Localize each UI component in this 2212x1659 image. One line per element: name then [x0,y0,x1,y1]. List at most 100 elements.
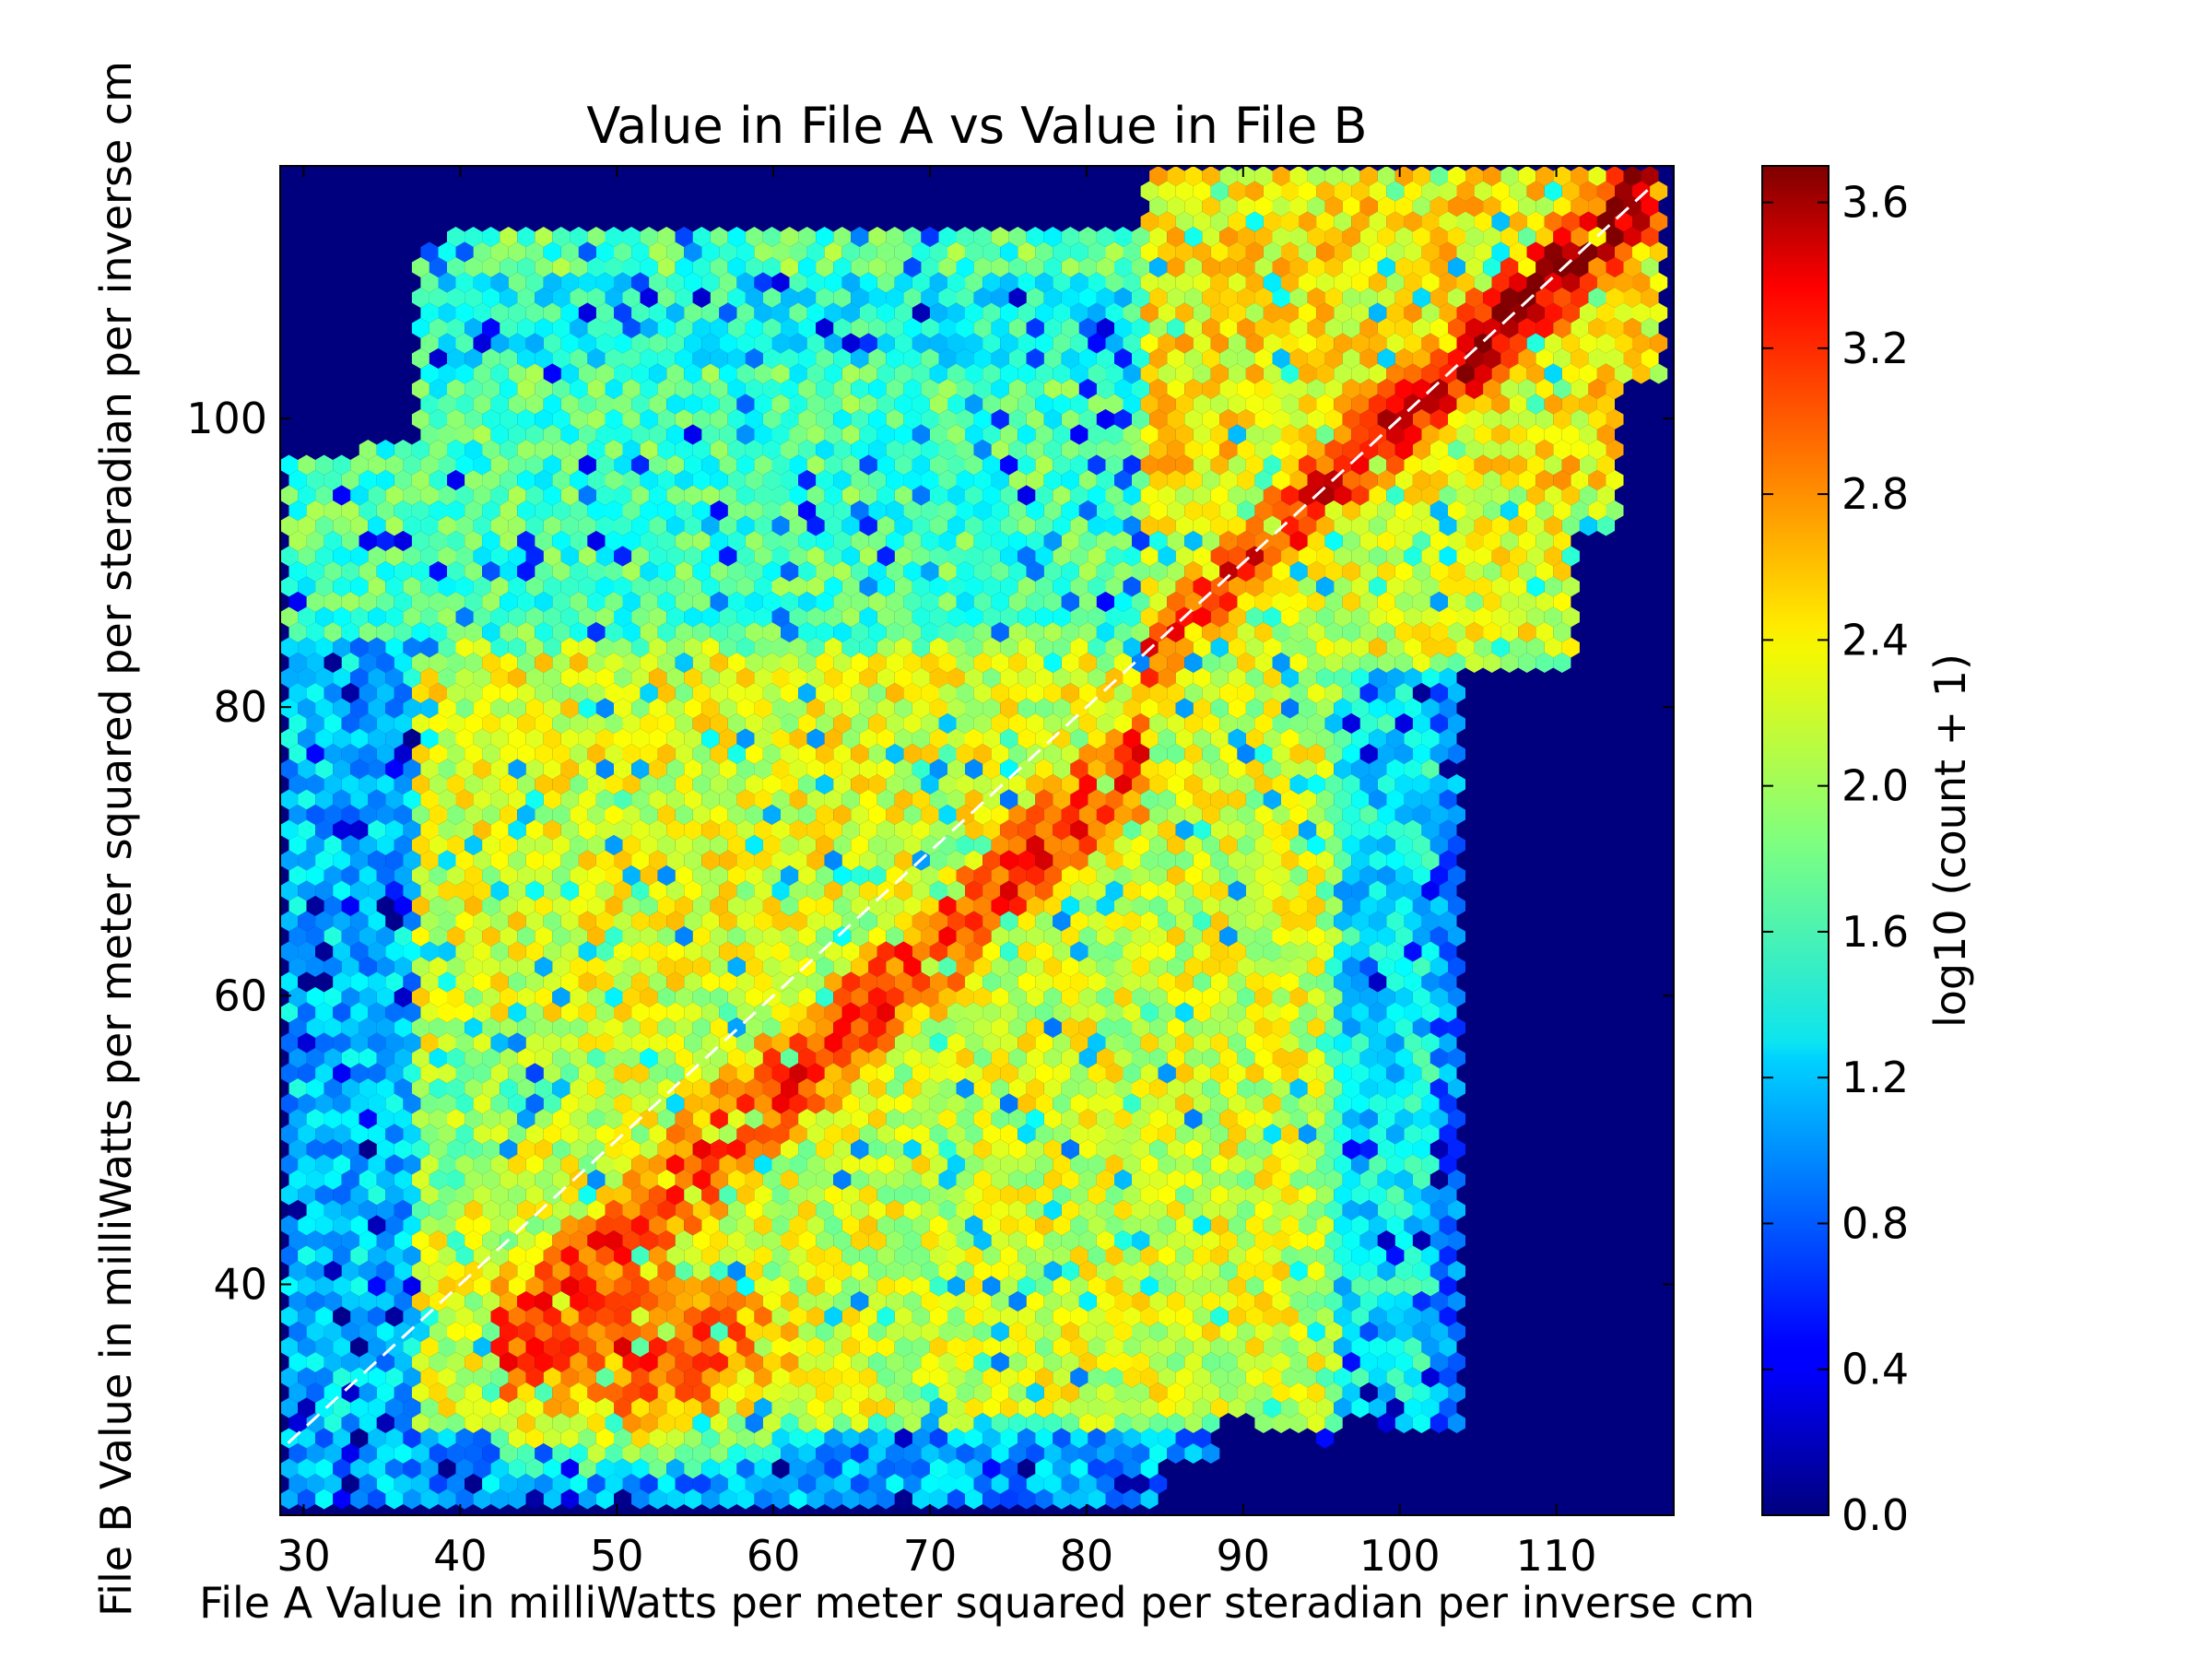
hexbin-cell [1193,485,1211,506]
hexbin-cell [956,653,974,673]
hexbin-cell [1061,409,1079,429]
hexbin-cell [710,318,728,338]
hexbin-cell [1412,713,1430,734]
hexbin-cell [490,515,509,536]
hexbin-cell [1412,257,1430,277]
hexbin-cell [956,561,974,582]
hexbin-cell [1351,637,1370,658]
hexbin-cell [631,272,650,293]
hexbin-cell [1439,394,1457,415]
hexbin-cell [1070,698,1088,719]
hexbin-cell [535,622,553,642]
hexbin-cell [1132,470,1150,490]
hexbin-cell [1535,470,1554,490]
hexbin-cell [1299,302,1317,324]
hexbin-cell [1263,211,1281,232]
hexbin-cell [1149,561,1168,582]
hexbin-cell [868,561,887,582]
hexbin-cell [921,683,939,703]
hexbin-cell [1114,683,1132,703]
hexbin-cell [1018,485,1036,506]
hexbin-cell [868,227,887,247]
hexbin-cell [508,515,526,536]
hexbin-cell [1281,515,1299,536]
hexbin-cell [1394,318,1413,338]
hexbin-cell [684,637,702,658]
hexbin-cell [1281,424,1299,445]
hexbin-cell [762,531,781,551]
hexbin-cell [1053,424,1071,445]
hexbin-cell [1254,622,1273,642]
hexbin-cell [1272,592,1290,612]
hexbin-cell [991,288,1009,308]
hexbin-cell [560,637,579,658]
hexbin-cell [500,470,518,490]
hexbin-cell [1351,181,1370,202]
hexbin-cell [1535,318,1554,338]
hexbin-cell [1289,561,1308,582]
hexbin-cell [736,272,755,293]
hexbin-cell [552,288,571,308]
hexbin-cell [719,515,737,536]
hexbin-cell [1123,576,1141,597]
hexbin-cell [1000,394,1018,415]
hexbin-cell [1140,667,1159,688]
hexbin-cell [525,576,544,597]
hexbin-cell [333,637,351,658]
hexbin-cell [1615,272,1632,293]
hexbin-cell [762,653,781,673]
hexbin-cell [727,531,746,551]
hexbin-cell [938,348,957,369]
hexbin-cell [1035,333,1053,354]
hexbin-cell [570,470,588,490]
hexbin-cell [473,394,491,415]
hexbin-cell [991,561,1009,582]
hexbin-cell [719,272,737,293]
hexbin-cell [684,515,702,536]
hexbin-cell [1219,561,1238,582]
hexbin-cell [1105,485,1124,506]
hexbin-cell [1500,227,1519,247]
hexbin-cell [543,576,561,597]
hexbin-cell [447,227,465,247]
hexbin-cell [640,653,658,673]
hexbin-cell [359,440,377,460]
hexbin-cell [1193,454,1211,476]
hexbin-cell [1035,485,1053,506]
hexbin-cell [1008,440,1027,460]
hexbin-cell [614,546,632,567]
hexbin-cell [710,379,728,399]
hexbin-cell [675,227,693,247]
hexbin-cell [1281,485,1299,506]
hexbin-cell [684,576,702,597]
hexbin-cell [614,637,632,658]
hexbin-cell [324,531,342,551]
hexbin-cell [429,713,447,734]
hexbin-cell [1184,561,1203,582]
hexbin-cell [1509,363,1527,384]
hexbin-cell [762,257,781,277]
hexbin-cell [1474,454,1492,476]
hexbin-cell [1535,440,1554,460]
hexbin-cell [912,546,930,567]
hexbin-cell [727,500,746,521]
hexbin-cell [1334,181,1352,202]
hexbin-cell [982,241,1001,263]
hexbin-cell [1193,637,1211,658]
hexbin-cell [570,713,588,734]
hexbin-cell [1018,333,1036,354]
hexbin-cell [1606,166,1624,186]
hexbin-cell [1456,241,1475,263]
hexbin-cell [1053,363,1071,384]
hexbin-cell [973,500,992,521]
hexbin-cell [798,592,817,612]
hexbin-cell [1342,409,1360,429]
hexbin-cell [965,546,983,567]
hexbin-cell [754,485,772,506]
hexbin-cell [929,698,947,719]
hexbin-cell [1324,531,1343,551]
hexbin-cell [1615,241,1632,263]
hexbin-cell [622,409,641,429]
hexbin-cell [859,363,877,384]
hexbin-cell [1465,166,1484,186]
